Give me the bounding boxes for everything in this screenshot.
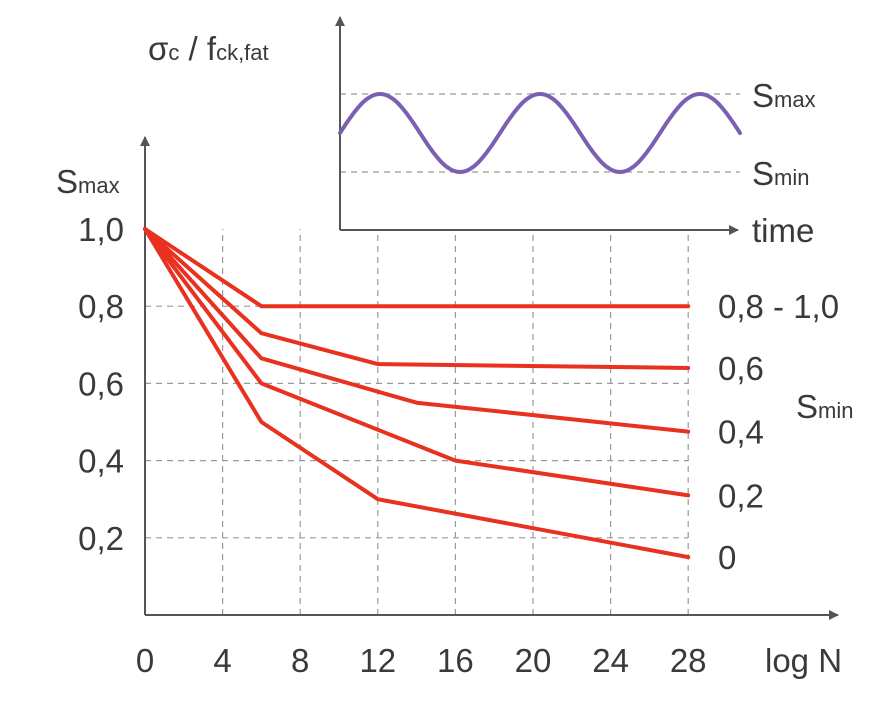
series-end-label: 0,2 <box>718 477 764 514</box>
series-group-label: Smin <box>796 388 853 425</box>
main-chart-grid <box>145 229 689 615</box>
y-tick-label: 0,8 <box>78 288 124 325</box>
series-line <box>143 227 691 309</box>
series-end-label: 0,4 <box>718 414 764 451</box>
series-line <box>143 227 691 498</box>
y-tick-label: 0,2 <box>78 520 124 557</box>
inset-chart: σc / fck,fat time Smax Smin <box>148 16 816 249</box>
y-tick-labels: 0,2 0,4 0,6 0,8 1,0 <box>78 211 124 557</box>
y-tick-label: 1,0 <box>78 211 124 248</box>
x-tick-label: 20 <box>515 642 552 679</box>
inset-smin-label: Smin <box>752 155 809 192</box>
x-tick-label: 0 <box>136 642 154 679</box>
series-line <box>143 227 691 434</box>
series-end-label: 0 <box>718 539 736 576</box>
series-labels: 0,8 - 1,0 0,6 0,4 0,2 0 <box>718 288 839 576</box>
x-axis-label: log N <box>765 642 842 679</box>
x-tick-label: 28 <box>670 642 707 679</box>
inset-sine-wave <box>338 92 742 174</box>
x-tick-labels: 0 4 8 12 16 20 24 28 <box>136 642 707 679</box>
inset-x-axis-label: time <box>752 212 814 249</box>
y-tick-label: 0,6 <box>78 365 124 402</box>
series-line <box>143 227 691 370</box>
x-tick-label: 8 <box>291 642 309 679</box>
inset-smax-label: Smax <box>752 77 816 114</box>
inset-title: σc / fck,fat <box>148 30 269 67</box>
series-end-label: 0,8 - 1,0 <box>718 288 839 325</box>
series-lines <box>143 227 691 560</box>
y-tick-label: 0,4 <box>78 443 124 480</box>
x-tick-label: 16 <box>437 642 474 679</box>
x-tick-label: 4 <box>213 642 231 679</box>
x-tick-label: 12 <box>359 642 396 679</box>
x-tick-label: 24 <box>592 642 629 679</box>
y-axis-label: Smax <box>56 163 120 200</box>
main-chart-axes <box>140 136 839 620</box>
series-end-label: 0,6 <box>718 350 764 387</box>
series-line <box>143 227 691 560</box>
